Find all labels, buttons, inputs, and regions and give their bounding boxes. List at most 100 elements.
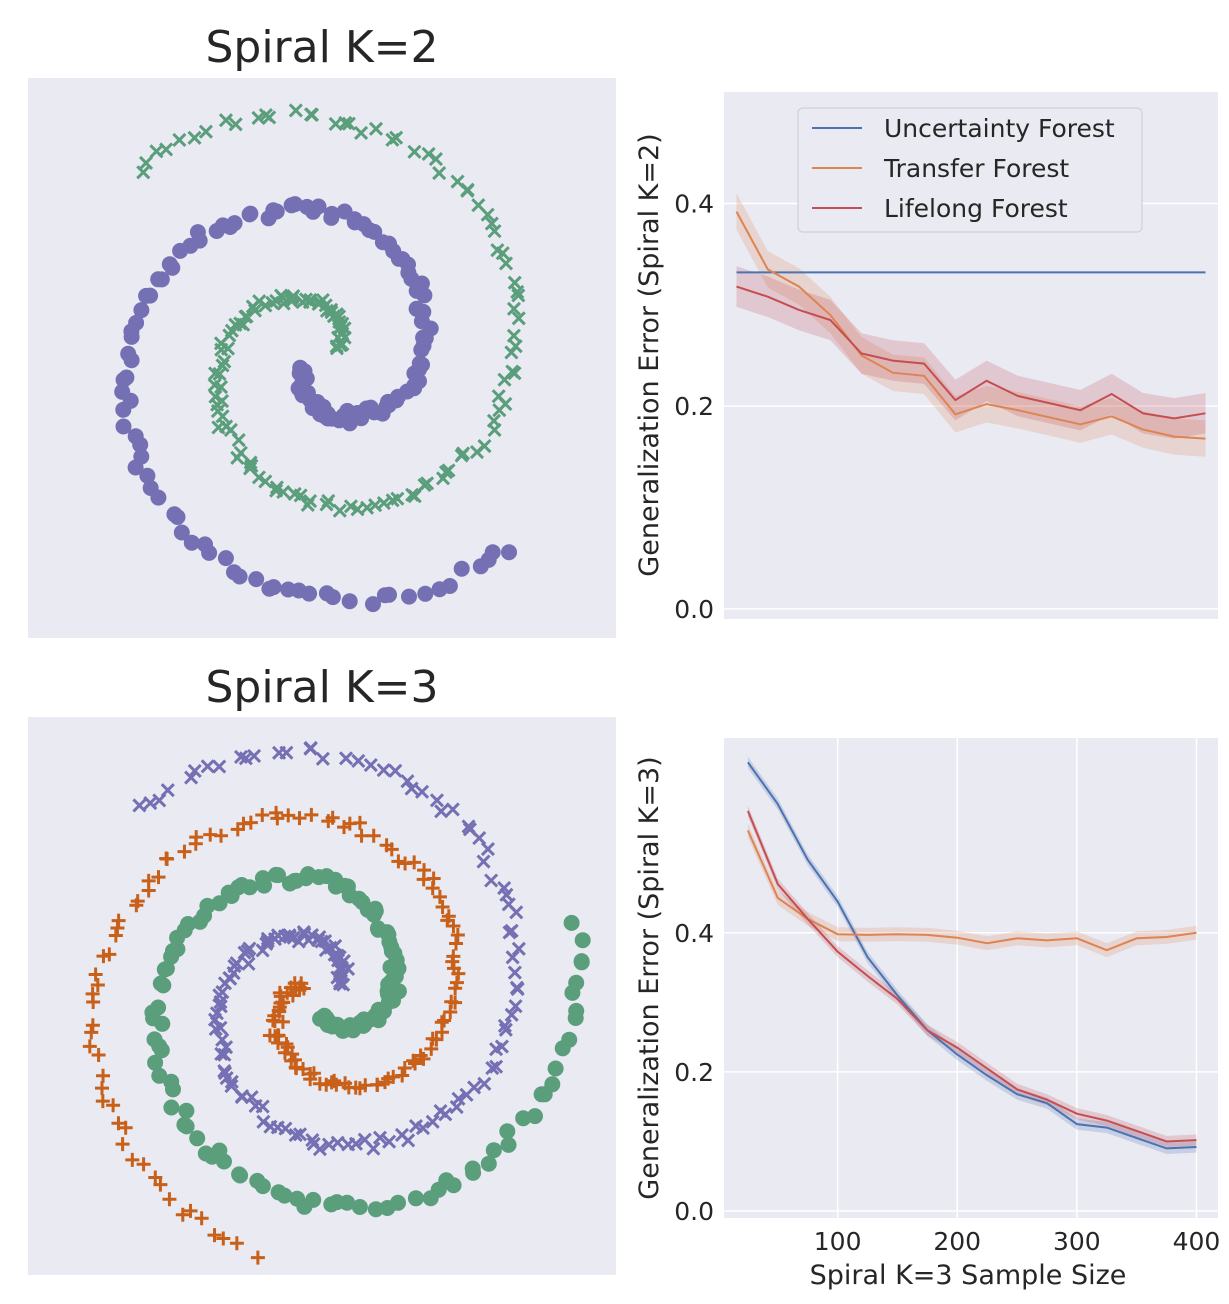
scatter-point-green [450,174,465,189]
scatter-point-purple [183,534,200,551]
scatter-point-orange [446,961,461,976]
scatter-point-purple [415,1121,431,1136]
scatter-point-green [480,1155,497,1172]
scatter-point-orange [408,1056,423,1071]
scatter-point-purple [507,965,522,980]
scatter-point-green [276,484,291,500]
scatter-point-purple [494,1039,509,1054]
scatter-point-green [499,1123,516,1140]
scatter-point-purple [408,300,425,317]
error-k3-ylabel: Generalization Error (Spiral K=3) [634,756,665,1199]
scatter-point-orange [306,1066,321,1081]
scatter-point-green [390,1194,406,1211]
scatter-point-purple [508,999,523,1014]
scatter-point-orange [448,995,463,1010]
scatter-point-purple [139,467,156,484]
scatter-point-purple [330,1135,345,1150]
scatter-point-green [223,888,240,904]
scatter-point-green [368,121,384,136]
scatter-point-orange [395,1068,410,1083]
scatter-point-orange [292,811,307,826]
scatter-point-green [169,929,186,946]
scatter-point-orange [446,949,461,964]
scatter-point-green [505,364,520,379]
scatter-point-purple [485,1061,500,1076]
spiral-k2-panel: Spiral K=2 [28,22,616,638]
scatter-point-green [293,488,308,503]
scatter-point-purple [282,929,297,944]
scatter-point-green [471,198,486,213]
scatter-point-orange [250,1250,265,1265]
error-k2-panel: 0.0 0.2 0.4 Generalization Error (Spiral K… [634,92,1218,624]
scatter-point-orange [148,1170,163,1185]
scatter-point-purple [323,209,340,226]
scatter-point-purple [404,781,419,796]
scatter-point-orange [183,1203,198,1218]
scatter-point-purple [201,544,218,561]
scatter-point-green [500,1136,517,1153]
scatter-point-orange [450,928,465,943]
scatter-point-purple [241,956,256,971]
scatter-point-green [511,311,526,326]
scatter-point-orange [86,995,101,1010]
scatter-point-orange [429,1032,444,1047]
scatter-point-purple [376,763,391,778]
band-transfer [736,193,1206,457]
scatter-point-purple [133,302,150,319]
spiral-k3-panel: Spiral K=3 [28,662,616,1275]
spiral-k2-title: Spiral K=2 [205,22,438,73]
spiral-k3-background [28,717,616,1275]
scatter-point-green [485,1142,502,1159]
scatter-point-orange [115,1137,130,1152]
scatter-point-orange [95,1094,110,1109]
scatter-point-orange [358,1078,373,1093]
scatter-point-purple [509,980,524,995]
scatter-point-green [508,339,523,354]
scatter-point-purple [296,924,311,940]
scatter-point-purple [212,759,227,774]
scatter-point-purple [351,753,366,768]
scatter-point-orange [230,822,245,837]
scatter-point-green [251,110,266,126]
scatter-point-purple [414,784,430,799]
scatter-point-purple [172,242,189,259]
scatter-point-purple [366,1141,381,1156]
scatter-point-purple [429,793,445,808]
scatter-point-green [484,216,499,231]
scatter-point-purple [169,509,186,525]
scatter-point-purple [244,1090,259,1105]
scatter-point-orange [153,1177,168,1192]
scatter-point-orange [435,899,450,914]
scatter-point-green [256,877,273,894]
scatter-point-purple [255,1099,270,1114]
scatter-point-green [407,1190,424,1207]
scatter-point-green [354,125,369,141]
scatter-point-purple [272,745,287,760]
scatter-point-green [276,1187,293,1204]
series-line-lifelong [736,285,1206,420]
error-k3-xticks: 100 200 300 400 [814,1227,1221,1256]
scatter-point-green [369,920,386,937]
scatter-point-green [155,977,172,994]
scatter-point-orange [177,844,192,859]
scatter-point-purple [504,1007,519,1022]
scatter-point-purple [278,1121,293,1136]
scatter-point-green [153,1042,170,1059]
scatter-point-orange [188,836,203,851]
scatter-point-green [568,974,585,991]
scatter-point-orange [327,1073,342,1088]
scatter-point-purple [213,994,228,1010]
scatter-point-purple [315,751,330,766]
scatter-point-purple [143,795,158,811]
error-k3-xlabel: Spiral K=3 Sample Size [810,1260,1127,1291]
legend-box [797,107,1143,233]
scatter-point-green [178,1118,195,1135]
scatter-point-purple [336,203,353,220]
scatter-point-purple [260,210,277,227]
scatter-point-purple [255,943,270,958]
scatter-point-purple [425,1114,440,1129]
scatter-point-green [574,932,591,949]
scatter-point-green [213,379,229,395]
scatter-point-purple [283,197,300,214]
band-lifelong [736,266,1206,439]
